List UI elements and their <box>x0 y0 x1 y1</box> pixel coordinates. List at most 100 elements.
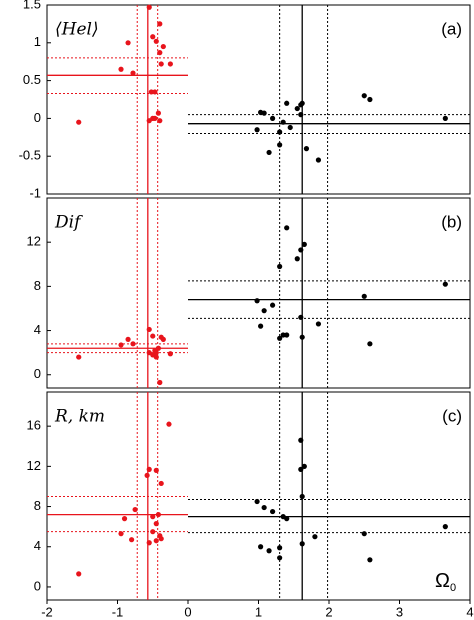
point <box>361 531 367 537</box>
y-axis-label: ⟨Hel⟩ <box>55 20 99 40</box>
point <box>361 93 367 99</box>
point <box>76 354 82 360</box>
point <box>298 314 304 320</box>
point <box>153 354 159 360</box>
point <box>284 100 290 106</box>
x-tick-label: 2 <box>325 604 332 619</box>
point <box>261 308 267 314</box>
point <box>258 544 264 550</box>
point <box>287 124 293 131</box>
point <box>315 157 322 163</box>
point <box>299 541 305 547</box>
point <box>167 351 173 357</box>
y-tick-label: 0 <box>34 110 41 125</box>
point <box>301 463 307 469</box>
point <box>367 341 373 347</box>
y-tick-label: 8 <box>34 498 41 513</box>
point <box>284 516 290 522</box>
point <box>146 540 152 546</box>
point <box>277 545 283 551</box>
point <box>160 43 166 50</box>
point <box>125 40 131 46</box>
point <box>76 571 82 577</box>
y-tick-label: 0.5 <box>23 72 41 87</box>
point <box>298 247 304 253</box>
x-tick-label: -1 <box>112 604 124 619</box>
point <box>277 129 283 135</box>
point <box>442 524 448 530</box>
y-axis-label: Dif <box>54 213 83 233</box>
point <box>129 537 135 543</box>
point <box>167 61 173 67</box>
panel-frame <box>46 197 471 389</box>
point <box>277 555 283 561</box>
point <box>118 531 124 537</box>
y-tick-label: 4 <box>34 322 41 337</box>
y-tick-label: -1 <box>29 185 41 200</box>
y-tick-label: 0 <box>34 578 41 593</box>
point <box>270 302 276 308</box>
point <box>118 342 124 348</box>
y-tick-label: 1.5 <box>23 0 41 11</box>
x-tick-label: 3 <box>396 604 403 619</box>
point <box>442 281 448 287</box>
point <box>158 536 164 542</box>
y-tick-label: 4 <box>34 538 41 553</box>
point <box>150 333 156 339</box>
x-tick-label: 4 <box>466 604 473 619</box>
point <box>152 115 158 121</box>
point <box>157 118 163 124</box>
point <box>130 341 136 347</box>
panel-label: (b) <box>441 212 462 231</box>
point <box>277 335 283 341</box>
panel-frame <box>46 391 471 601</box>
panel-label: (a) <box>441 19 462 38</box>
point <box>153 538 159 544</box>
x-tick-label: -2 <box>41 604 53 619</box>
point <box>153 467 159 473</box>
point <box>258 323 264 329</box>
point <box>270 508 276 515</box>
y-tick-label: 0 <box>34 366 41 381</box>
x-tick-label: 0 <box>184 604 191 619</box>
y-tick-label: -0.5 <box>19 148 41 163</box>
panel-frame <box>46 4 471 195</box>
panel-label: (c) <box>442 406 462 425</box>
point <box>166 421 172 427</box>
point <box>153 38 159 44</box>
point <box>254 127 260 133</box>
point <box>157 379 163 386</box>
point <box>367 557 373 563</box>
point <box>118 66 124 72</box>
point <box>299 334 305 340</box>
point <box>299 100 305 106</box>
point <box>155 110 161 116</box>
point <box>442 115 448 121</box>
point <box>254 298 260 304</box>
point <box>160 336 166 342</box>
point <box>315 321 322 327</box>
point <box>277 263 283 270</box>
point <box>284 225 290 231</box>
point <box>361 293 367 299</box>
point <box>298 466 304 472</box>
point <box>130 70 136 76</box>
x-axis-symbol: Ω <box>435 570 450 592</box>
point <box>144 472 150 479</box>
point <box>157 50 163 56</box>
point <box>261 504 267 511</box>
x-axis-subscript: 0 <box>450 582 456 594</box>
point <box>158 61 164 67</box>
point <box>150 529 156 535</box>
point <box>312 534 318 540</box>
point <box>261 110 267 116</box>
point <box>367 96 373 103</box>
point <box>153 521 159 527</box>
point <box>298 437 304 443</box>
point <box>294 105 300 112</box>
point <box>132 506 138 513</box>
point <box>299 493 305 500</box>
y-tick-label: 16 <box>27 418 41 433</box>
x-axis-label: Ω0 <box>435 570 456 594</box>
point <box>157 21 163 27</box>
